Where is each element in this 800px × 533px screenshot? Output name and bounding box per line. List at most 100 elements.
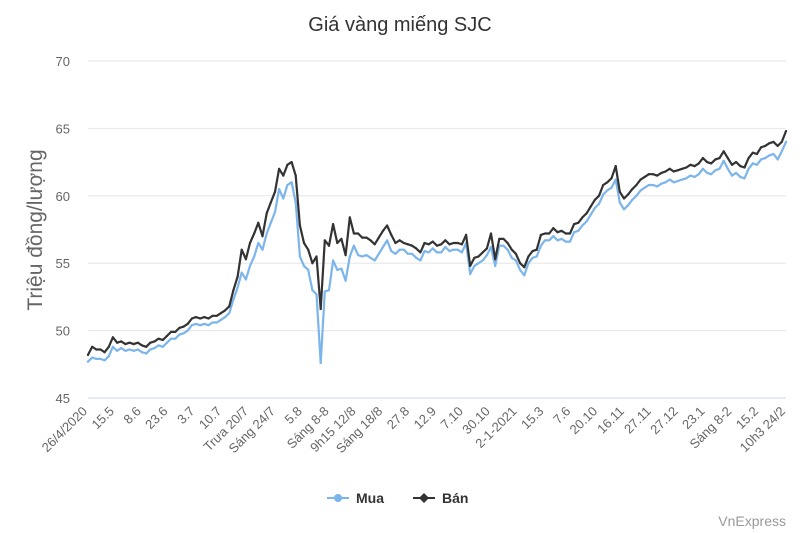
data-point — [747, 157, 750, 160]
data-point — [440, 251, 443, 254]
data-point — [456, 248, 459, 251]
data-point — [760, 146, 763, 149]
data-point — [315, 293, 318, 296]
data-point — [452, 241, 455, 245]
y-tick-label: 60 — [56, 189, 70, 204]
x-tick-label: 27.8 — [384, 404, 413, 433]
data-point — [635, 194, 638, 197]
data-point — [373, 243, 376, 246]
data-point — [448, 250, 451, 253]
y-tick-label: 45 — [56, 391, 70, 406]
data-point — [224, 309, 227, 312]
data-point — [257, 221, 260, 224]
data-point — [365, 236, 368, 239]
data-point — [165, 341, 168, 344]
data-point — [219, 312, 223, 315]
data-point — [435, 251, 439, 254]
data-point — [614, 165, 617, 168]
data-point — [784, 130, 788, 133]
data-point — [444, 245, 447, 249]
data-point — [714, 158, 717, 161]
legend-item-ban[interactable]: Bán — [413, 490, 468, 506]
data-point — [568, 232, 572, 235]
data-point — [444, 239, 447, 242]
data-point — [327, 289, 331, 292]
data-point — [502, 237, 505, 240]
data-point — [402, 248, 405, 251]
data-point — [323, 290, 326, 293]
data-point — [506, 248, 509, 251]
data-point — [743, 166, 746, 169]
data-point — [722, 150, 725, 153]
data-point — [755, 152, 759, 156]
series-line-ban — [86, 130, 788, 356]
data-point — [701, 157, 705, 160]
data-point — [560, 237, 563, 240]
data-point — [265, 232, 268, 235]
y-axis-label: Triệu đồng/lượng — [24, 149, 47, 310]
data-point — [145, 352, 148, 355]
data-point — [91, 356, 94, 359]
data-point — [597, 194, 601, 197]
data-point — [427, 251, 430, 254]
data-point — [751, 162, 754, 165]
data-point — [298, 255, 301, 258]
y-tick-label: 50 — [56, 324, 70, 339]
legend-mua-label: Mua — [356, 490, 384, 506]
data-point — [219, 318, 223, 321]
data-point — [178, 326, 181, 329]
data-point — [257, 241, 260, 245]
data-point — [481, 259, 484, 262]
data-point — [282, 197, 285, 200]
x-tick-label: 26/4/2020 — [39, 404, 91, 456]
legend-ban-marker-icon — [419, 493, 429, 503]
data-point — [406, 252, 409, 255]
legend[interactable]: Mua Bán — [327, 490, 468, 506]
data-point — [531, 256, 534, 259]
data-point — [485, 247, 488, 250]
data-point — [647, 183, 651, 187]
data-point — [514, 252, 518, 255]
data-point — [95, 348, 98, 351]
data-point — [244, 258, 247, 261]
data-point — [539, 244, 543, 247]
x-tick-label: 12.9 — [411, 404, 440, 433]
data-point — [606, 189, 609, 192]
data-point — [589, 205, 592, 208]
data-point — [128, 348, 131, 351]
data-point — [651, 183, 655, 187]
data-point — [307, 268, 310, 271]
data-point — [298, 224, 301, 227]
data-point — [91, 345, 94, 348]
data-point — [278, 188, 281, 191]
data-point — [456, 241, 459, 245]
legend-item-mua[interactable]: Mua — [327, 490, 384, 506]
data-point — [386, 239, 389, 242]
data-point — [228, 305, 231, 308]
data-point — [261, 235, 264, 238]
data-point — [99, 357, 102, 360]
data-point — [656, 185, 659, 188]
data-point — [585, 212, 588, 215]
data-point — [336, 268, 339, 271]
data-point — [361, 236, 364, 239]
data-point — [706, 161, 709, 164]
data-point — [589, 213, 592, 216]
data-point — [739, 175, 742, 178]
data-point — [527, 255, 530, 258]
data-point — [161, 345, 164, 348]
data-point — [311, 262, 314, 265]
data-point — [772, 152, 775, 156]
data-point — [506, 241, 509, 245]
data-point — [460, 243, 463, 246]
data-point — [369, 239, 372, 242]
data-point — [639, 178, 642, 181]
data-point — [302, 264, 306, 267]
data-point — [170, 337, 173, 340]
x-tick-label: 16.11 — [594, 404, 627, 437]
data-point — [140, 351, 144, 354]
data-point — [622, 208, 626, 211]
data-point — [307, 248, 310, 251]
data-point — [153, 340, 156, 343]
data-point — [510, 256, 513, 259]
